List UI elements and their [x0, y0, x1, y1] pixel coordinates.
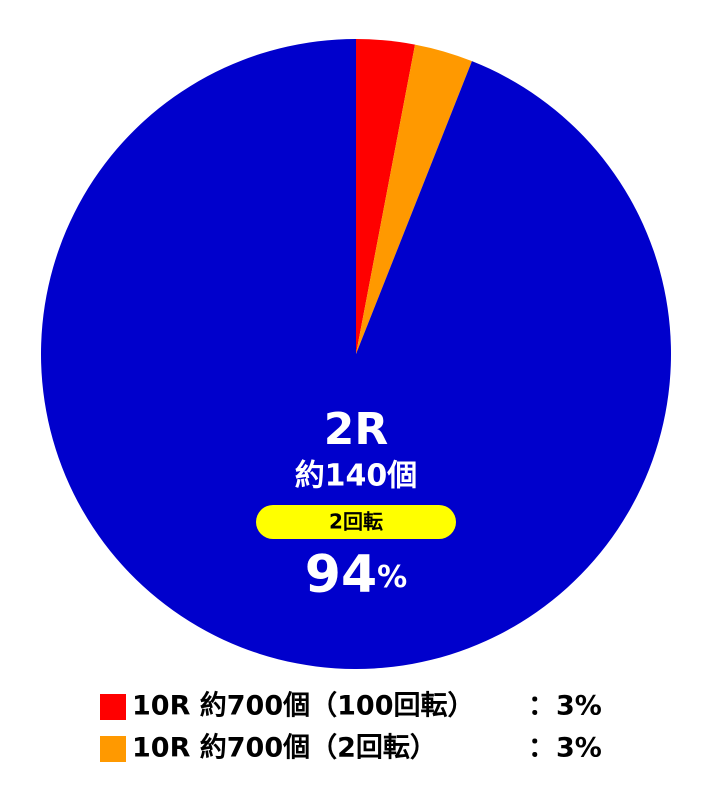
legend-value: 3% — [556, 691, 602, 722]
legend-swatch — [100, 694, 126, 720]
legend-label: 10R 約700個（2回転） — [132, 732, 437, 764]
slice-note: 約140個 — [295, 459, 418, 494]
legend-label: 10R 約700個（100回転） — [132, 690, 474, 722]
value-number: 94 — [305, 545, 377, 605]
pie-slice — [40, 39, 671, 669]
legend-separator: ： — [528, 733, 555, 764]
slice-value-label: 94% — [305, 545, 407, 605]
slice-name: 2R — [324, 404, 389, 455]
legend-separator: ： — [528, 691, 555, 722]
pie-slice — [356, 44, 472, 354]
slice-note: 2回転 — [329, 510, 383, 534]
value-unit: % — [377, 560, 407, 595]
legend-value: 3% — [556, 733, 602, 764]
pie-slice — [356, 39, 416, 354]
legend-swatch — [100, 736, 126, 762]
note-pill — [256, 505, 456, 539]
